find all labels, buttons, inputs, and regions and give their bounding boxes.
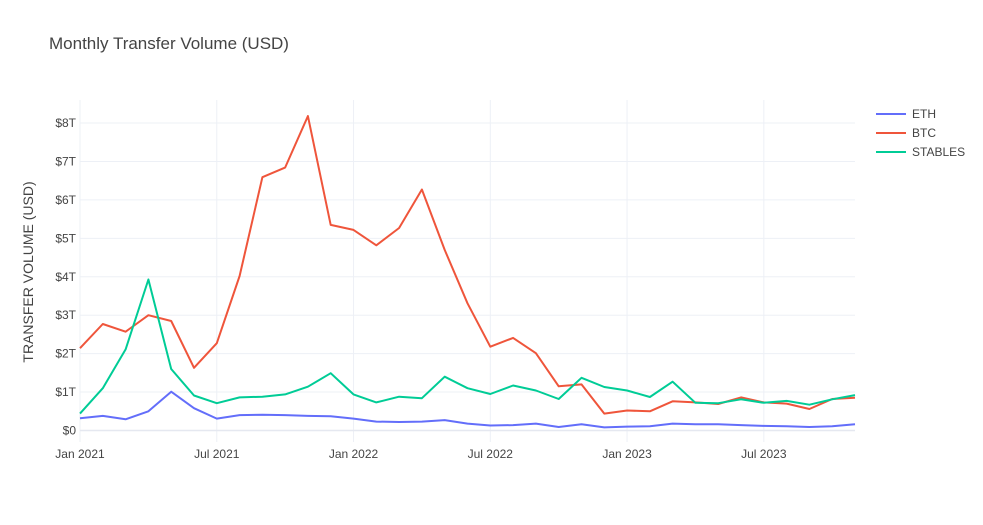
x-tick-label: Jul 2023 [741, 447, 787, 461]
x-tick-label: Jan 2021 [55, 447, 105, 461]
series-line-eth [79, 390, 856, 429]
legend-swatch [876, 131, 906, 134]
legend-item-stables[interactable]: STABLES [876, 142, 965, 161]
legend-label: STABLES [912, 144, 966, 159]
legend: ETH BTC STABLES [876, 104, 965, 161]
x-tick-label: Jan 2023 [602, 447, 652, 461]
series-line-btc [79, 115, 856, 415]
y-tick-label: $7T [55, 154, 76, 168]
series-line-stables [79, 278, 856, 415]
legend-label: BTC [912, 125, 936, 140]
y-axis-title: TRANSFER VOLUME (USD) [20, 181, 36, 362]
y-tick-label: $3T [55, 308, 76, 322]
y-tick-label: $2T [55, 347, 76, 361]
y-tick-label: $8T [55, 116, 76, 130]
x-tick-label: Jul 2022 [468, 447, 514, 461]
chart-title: Monthly Transfer Volume (USD) [49, 34, 289, 53]
legend-swatch [876, 150, 906, 153]
x-gridlines [79, 100, 765, 442]
legend-label: ETH [912, 106, 936, 121]
x-axis-tick-labels: Jan 2021 Jul 2021 Jan 2022 Jul 2022 Jan 2023… [55, 447, 787, 461]
x-tick-label: Jul 2021 [194, 447, 240, 461]
y-tick-label: $6T [55, 193, 76, 207]
series-lines [79, 115, 856, 429]
y-axis-tick-labels: $0 $1T $2T $3T $4T $5T $6T $7T $8T [55, 116, 76, 437]
legend-item-eth[interactable]: ETH [876, 104, 965, 123]
y-tick-label: $0 [63, 423, 77, 437]
y-tick-label: $5T [55, 231, 76, 245]
y-tick-label: $1T [55, 385, 76, 399]
y-gridlines [80, 122, 855, 432]
legend-swatch [876, 112, 906, 115]
x-tick-label: Jan 2022 [329, 447, 379, 461]
y-tick-label: $4T [55, 270, 76, 284]
legend-item-btc[interactable]: BTC [876, 123, 965, 142]
